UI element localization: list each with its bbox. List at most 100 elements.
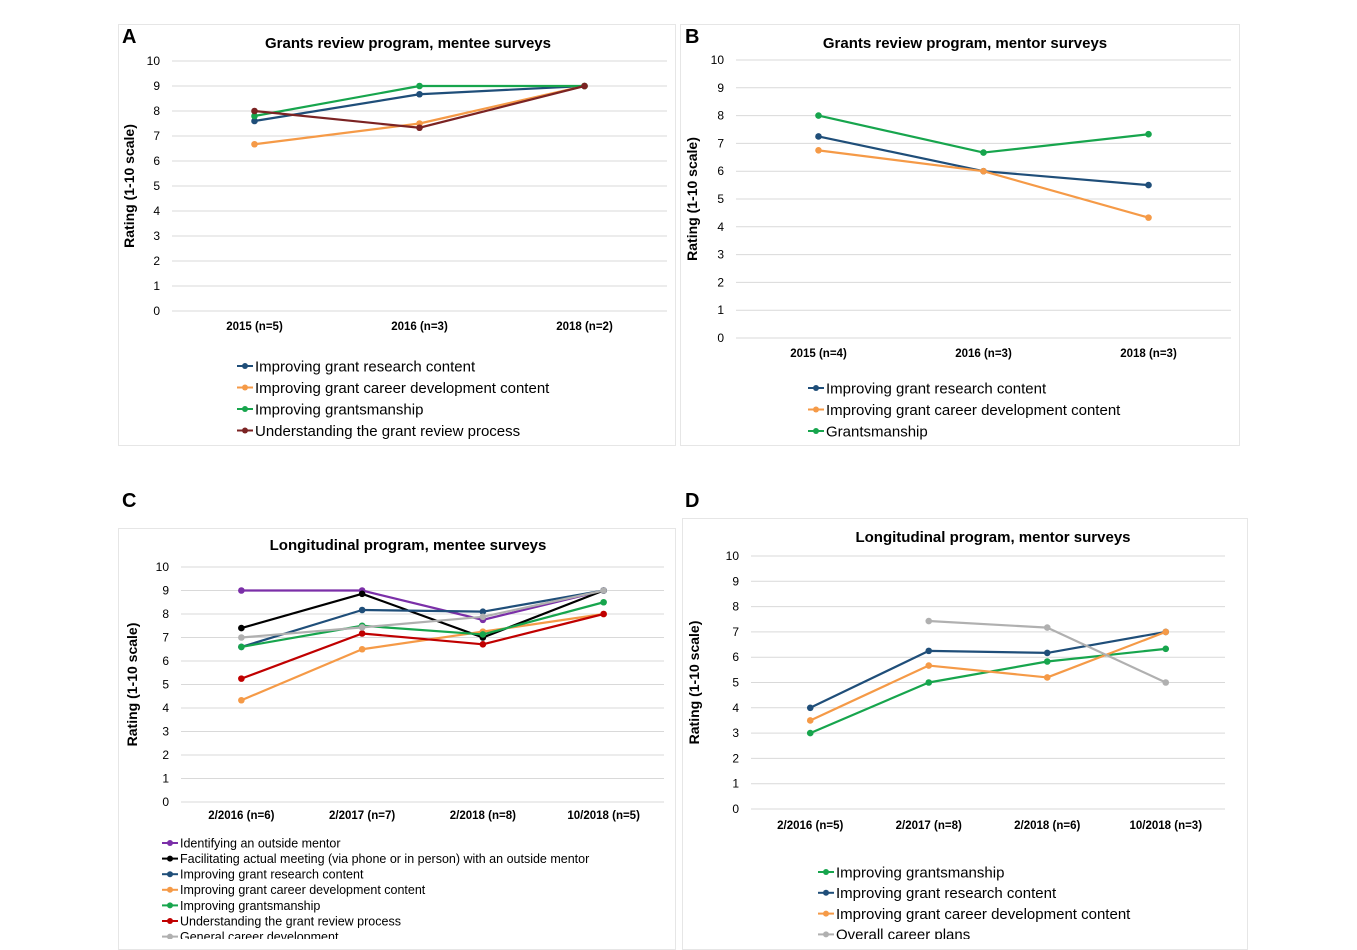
x-tick-label: 10/2018 (n=5)	[567, 810, 640, 822]
y-tick-label: 9	[162, 584, 169, 598]
y-tick-label: 10	[711, 53, 725, 67]
y-tick-label: 2	[732, 751, 739, 765]
legend-label: Improving grantsmanship	[255, 401, 423, 418]
legend-swatch-dot	[167, 886, 173, 893]
legend-label: Overall career plans	[836, 927, 970, 939]
data-point	[1162, 645, 1170, 653]
legend-label: Understanding the grant review process	[255, 423, 520, 440]
panel-label-c: C	[122, 490, 137, 512]
y-tick-label: 0	[153, 304, 160, 318]
legend-swatch-dot	[167, 902, 173, 909]
data-point	[1043, 649, 1051, 657]
x-tick-label: 2/2016 (n=6)	[208, 810, 274, 822]
x-tick-label: 2/2017 (n=7)	[329, 810, 395, 822]
data-point	[1145, 181, 1152, 189]
y-tick-label: 0	[717, 331, 724, 345]
legend-swatch-dot	[167, 918, 173, 924]
data-point	[806, 729, 814, 737]
y-tick-label: 10	[147, 54, 161, 68]
chart-title: Longitudinal program, mentor surveys	[855, 529, 1130, 546]
legend-swatch-dot	[242, 406, 248, 412]
data-point	[581, 82, 588, 90]
data-point	[238, 634, 245, 641]
y-tick-label: 6	[732, 650, 739, 664]
series-line-2	[241, 589, 604, 648]
legend-label: Facilitating actual meeting (via phone o…	[180, 852, 589, 866]
legend-label: Improving grant career development conte…	[255, 380, 550, 397]
legend-swatch-dot	[167, 871, 173, 878]
y-tick-label: 7	[717, 136, 724, 150]
data-point	[1162, 628, 1170, 636]
legend-swatch-dot	[823, 910, 829, 917]
series-line-1	[818, 149, 1149, 219]
data-point	[1162, 679, 1170, 686]
data-point	[251, 117, 258, 125]
data-point	[238, 587, 245, 594]
y-tick-label: 3	[162, 725, 169, 739]
legend-swatch-dot	[823, 889, 829, 896]
y-tick-label: 9	[717, 81, 724, 95]
legend-swatch-dot	[813, 385, 819, 391]
y-tick-label: 8	[732, 600, 739, 614]
data-point	[251, 107, 258, 115]
y-axis-label: Rating (1-10 scale)	[686, 621, 702, 745]
data-point	[238, 624, 245, 632]
y-tick-label: 4	[717, 220, 724, 234]
y-tick-label: 4	[153, 204, 160, 218]
data-point	[600, 610, 607, 618]
x-tick-label: 2016 (n=3)	[391, 321, 448, 333]
chart-2: Longitudinal program, mentee surveys 0 1 2 3…	[124, 537, 664, 939]
x-tick-label: 2018 (n=3)	[1120, 348, 1177, 360]
chart-0: Grants review program, mentee surveys 0 1 2…	[121, 35, 667, 440]
data-point	[600, 598, 607, 606]
data-point	[479, 613, 487, 621]
series-line-6	[241, 589, 604, 639]
data-point	[815, 112, 822, 119]
data-point	[1043, 658, 1051, 665]
y-tick-label: 6	[717, 164, 724, 178]
data-point	[238, 696, 245, 704]
y-tick-label: 10	[156, 560, 170, 574]
x-tick-label: 2015 (n=5)	[226, 321, 283, 333]
data-point	[980, 149, 987, 156]
legend-label: Improving grant research content	[836, 885, 1057, 902]
data-point	[925, 617, 933, 625]
x-tick-label: 2015 (n=4)	[790, 348, 847, 360]
y-tick-label: 2	[162, 748, 169, 762]
legend-label: Identifying an outside mentor	[180, 836, 341, 850]
data-point	[358, 624, 366, 631]
panel-label-d: D	[685, 490, 700, 512]
panel-d-frame	[682, 518, 1248, 950]
x-tick-label: 2/2017 (n=8)	[896, 820, 962, 832]
data-point	[1145, 214, 1152, 221]
legend-swatch-dot	[823, 931, 829, 938]
data-point	[358, 590, 366, 598]
data-point	[806, 704, 814, 712]
y-tick-label: 8	[153, 104, 160, 118]
legend-swatch-dot	[167, 855, 173, 862]
y-tick-label: 5	[717, 192, 724, 206]
legend-swatch-dot	[242, 363, 248, 369]
y-tick-label: 5	[732, 676, 739, 690]
data-point	[806, 717, 814, 724]
legend-label: Grantsmanship	[826, 423, 928, 440]
x-tick-label: 2/2016 (n=5)	[777, 820, 843, 832]
y-axis-label: Rating (1-10 scale)	[124, 623, 140, 747]
y-tick-label: 9	[153, 79, 160, 93]
y-tick-label: 0	[162, 795, 169, 809]
legend-label: Improving grant career development conte…	[836, 906, 1131, 923]
data-point	[815, 133, 822, 140]
data-point	[358, 606, 366, 614]
y-tick-label: 8	[717, 109, 724, 123]
y-tick-label: 3	[153, 229, 160, 243]
legend-swatch-dot	[813, 406, 819, 413]
data-point	[980, 167, 987, 175]
data-point	[479, 608, 487, 615]
data-point	[416, 82, 423, 90]
y-tick-label: 5	[162, 678, 169, 692]
legend-label: Improving grant career development conte…	[180, 883, 426, 897]
series-line-3	[240, 612, 604, 702]
legend-label: Improving grant research content	[255, 358, 476, 375]
chart-3: Longitudinal program, mentor surveys 0 1 2 3…	[686, 529, 1225, 939]
